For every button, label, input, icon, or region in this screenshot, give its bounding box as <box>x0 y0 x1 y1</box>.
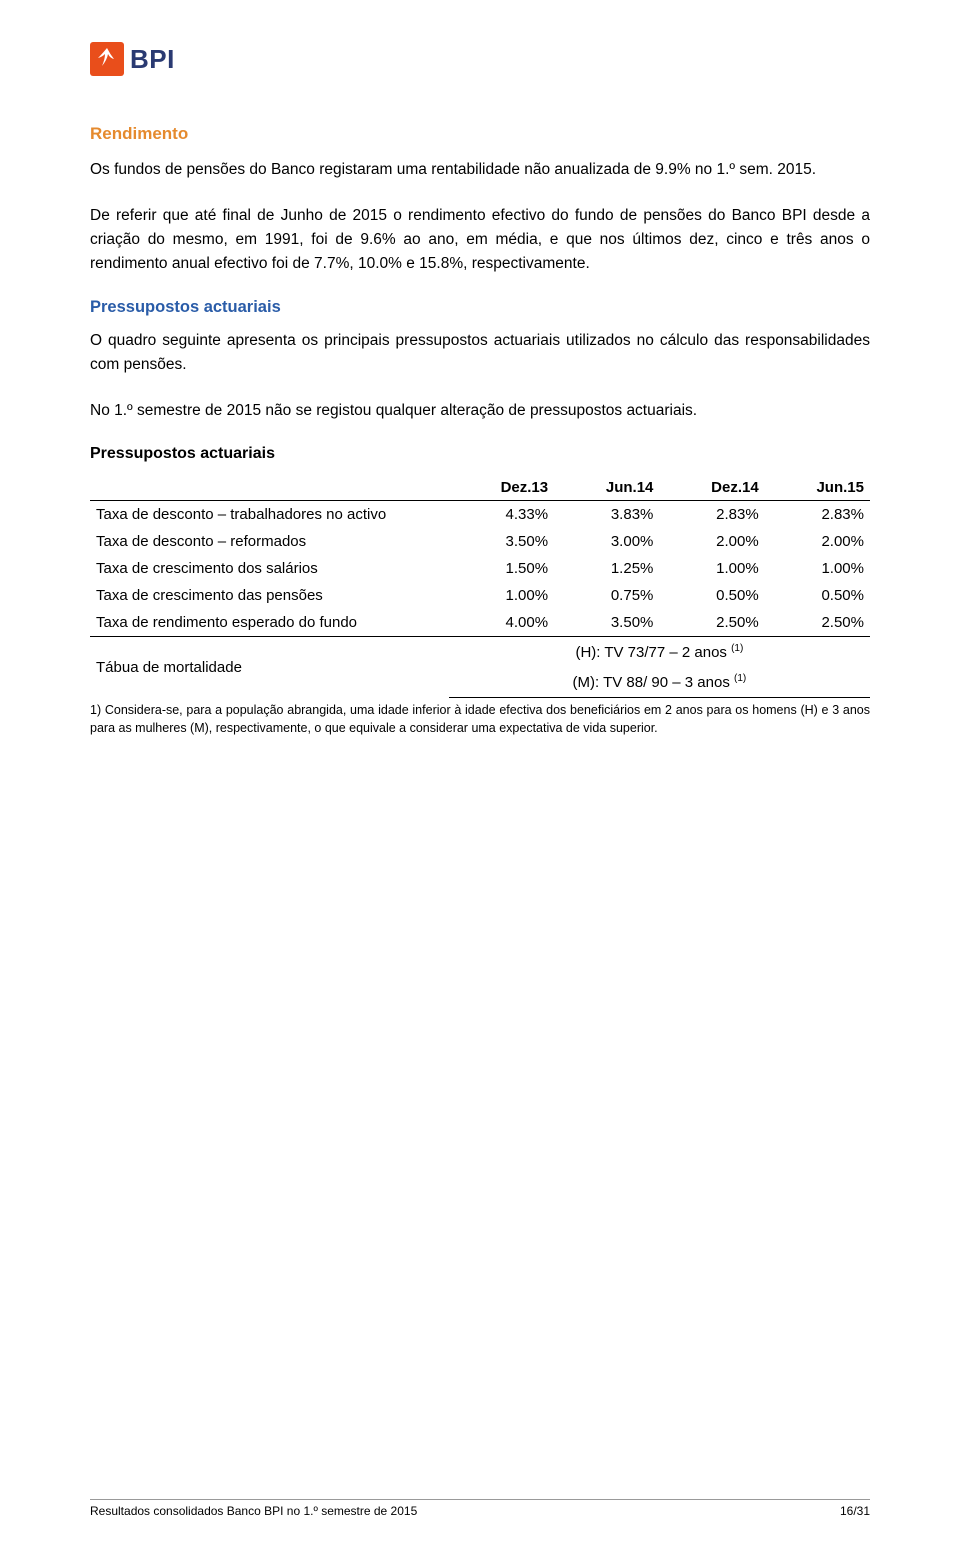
paragraph: Os fundos de pensões do Banco registaram… <box>90 158 870 182</box>
table-footnote: 1) Considera-se, para a população abrang… <box>90 702 870 737</box>
row-label: Taxa de crescimento dos salários <box>90 555 449 582</box>
row-label: Taxa de desconto – trabalhadores no acti… <box>90 501 449 529</box>
cell: 3.50% <box>554 609 659 637</box>
row-label: Taxa de crescimento das pensões <box>90 582 449 609</box>
col-header: Dez.14 <box>659 473 764 501</box>
page-footer: Resultados consolidados Banco BPI no 1.º… <box>90 1499 870 1518</box>
cell: 2.00% <box>659 528 764 555</box>
logo: BPI <box>90 42 870 76</box>
heading-pressupostos: Pressupostos actuariais <box>90 298 870 317</box>
footer-left: Resultados consolidados Banco BPI no 1.º… <box>90 1504 417 1518</box>
col-header: Dez.13 <box>449 473 554 501</box>
cell: 1.00% <box>765 555 870 582</box>
table-row: Tábua de mortalidade (H): TV 73/77 – 2 a… <box>90 637 870 668</box>
cell: 2.00% <box>765 528 870 555</box>
cell: 0.50% <box>765 582 870 609</box>
cell: 4.33% <box>449 501 554 529</box>
cell: 2.83% <box>659 501 764 529</box>
table-row: Taxa de desconto – reformados 3.50% 3.00… <box>90 528 870 555</box>
paragraph: O quadro seguinte apresenta os principai… <box>90 329 870 377</box>
cell: 3.83% <box>554 501 659 529</box>
cell: 1.50% <box>449 555 554 582</box>
cell: 0.75% <box>554 582 659 609</box>
table-header-row: Dez.13 Jun.14 Dez.14 Jun.15 <box>90 473 870 501</box>
cell: 2.50% <box>659 609 764 637</box>
paragraph: No 1.º semestre de 2015 não se registou … <box>90 399 870 423</box>
table-row: Taxa de desconto – trabalhadores no acti… <box>90 501 870 529</box>
cell: 2.50% <box>765 609 870 637</box>
paragraph: De referir que até final de Junho de 201… <box>90 204 870 276</box>
assumptions-table: Dez.13 Jun.14 Dez.14 Jun.15 Taxa de desc… <box>90 473 870 698</box>
logo-text: BPI <box>130 44 175 75</box>
logo-icon <box>90 42 124 76</box>
col-header: Jun.14 <box>554 473 659 501</box>
cell: 2.83% <box>765 501 870 529</box>
col-header: Jun.15 <box>765 473 870 501</box>
cell: 3.00% <box>554 528 659 555</box>
heading-rendimento: Rendimento <box>90 124 870 144</box>
cell: 1.25% <box>554 555 659 582</box>
cell: 3.50% <box>449 528 554 555</box>
cell: 1.00% <box>659 555 764 582</box>
cell: 4.00% <box>449 609 554 637</box>
table-title: Pressupostos actuariais <box>90 445 870 463</box>
mortality-line: (H): TV 73/77 – 2 anos (1) <box>449 637 870 668</box>
table-row: Taxa de crescimento dos salários 1.50% 1… <box>90 555 870 582</box>
mortality-line: (M): TV 88/ 90 – 3 anos (1) <box>449 667 870 698</box>
table-row: Taxa de rendimento esperado do fundo 4.0… <box>90 609 870 637</box>
row-label: Taxa de rendimento esperado do fundo <box>90 609 449 637</box>
page-content: BPI Rendimento Os fundos de pensões do B… <box>0 0 960 737</box>
row-label: Tábua de mortalidade <box>90 637 449 698</box>
table-row: Taxa de crescimento das pensões 1.00% 0.… <box>90 582 870 609</box>
cell: 1.00% <box>449 582 554 609</box>
footer-page-number: 16/31 <box>840 1504 870 1518</box>
cell: 0.50% <box>659 582 764 609</box>
row-label: Taxa de desconto – reformados <box>90 528 449 555</box>
